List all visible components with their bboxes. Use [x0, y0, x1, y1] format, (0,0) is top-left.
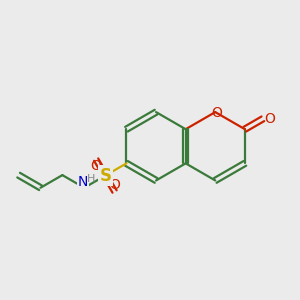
Text: N: N: [78, 176, 88, 189]
Text: O: O: [90, 159, 101, 173]
Text: O: O: [264, 112, 275, 126]
Text: H: H: [87, 174, 95, 184]
Text: O: O: [109, 178, 120, 192]
Text: S: S: [99, 167, 111, 184]
Text: O: O: [211, 106, 222, 120]
